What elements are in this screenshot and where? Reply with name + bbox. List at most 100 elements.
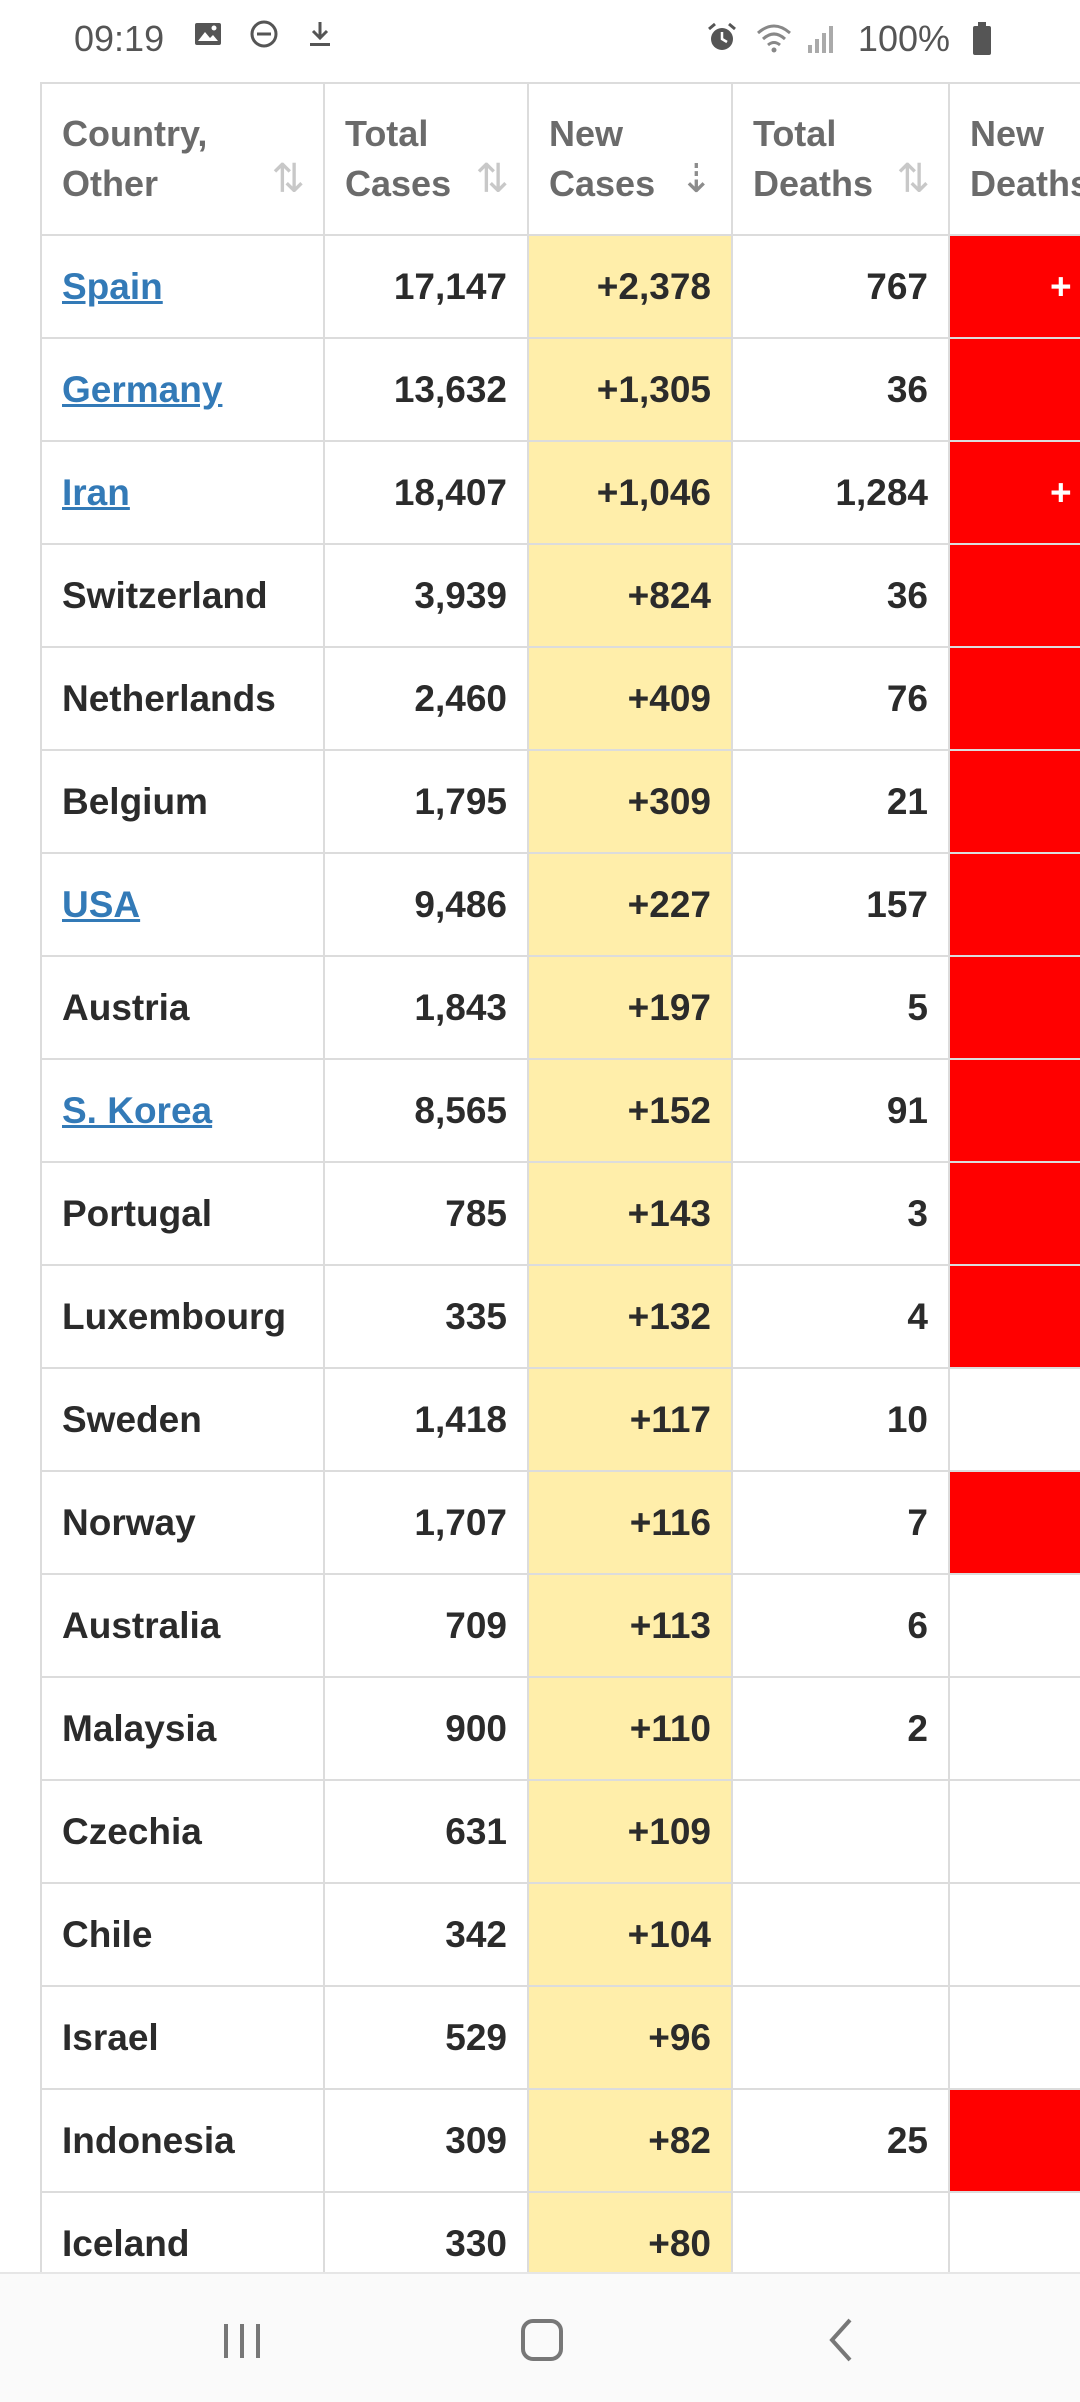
header-country[interactable]: Country, Other ⇅ [40,82,325,236]
total-deaths-cell: 25 [731,2088,950,2193]
sort-unsorted-icon[interactable]: ⇅ [271,157,305,201]
new-deaths-cell [948,2088,1080,2193]
signal-icon [804,21,840,57]
total-cases-cell: 335 [323,1264,529,1369]
new-deaths-cell [948,646,1080,751]
header-new-deaths[interactable]: New Deaths [948,82,1080,236]
download-icon [302,18,338,54]
country-cell: Austria [40,955,325,1060]
table-body: Spain 17,147 +2,378 767 + Germany 13,632 +1,305… [40,234,1080,2272]
new-cases-cell: +1,305 [527,337,733,442]
table-row: Norway 1,707 +116 7 [40,1470,1080,1575]
new-deaths-cell [948,1779,1080,1884]
total-cases-cell: 309 [323,2088,529,2193]
new-deaths-cell [948,543,1080,648]
country-cell: Malaysia [40,1676,325,1781]
new-cases-cell: +104 [527,1882,733,1987]
new-deaths-cell [948,749,1080,854]
sort-unsorted-icon[interactable]: ⇅ [475,157,509,201]
total-cases-cell: 529 [323,1985,529,2090]
covid-table-container[interactable]: Country, Other ⇅ Total Cases ⇅ New Cases… [40,82,1080,2272]
header-label-line1: Country, [62,113,208,154]
table-row: Switzerland 3,939 +824 36 [40,543,1080,648]
country-cell: Switzerland [40,543,325,648]
country-name: Chile [62,1913,153,1955]
header-label-line1: Total [753,113,837,154]
country-name: Iceland [62,2222,190,2264]
country-name: Belgium [62,780,208,822]
new-cases-cell: +152 [527,1058,733,1163]
total-cases-cell: 785 [323,1161,529,1266]
total-cases-cell: 18,407 [323,440,529,545]
back-button[interactable] [802,2304,882,2374]
country-name: Czechia [62,1810,202,1852]
new-cases-cell: +409 [527,646,733,751]
country-cell: Chile [40,1882,325,1987]
country-cell: USA [40,852,325,957]
total-deaths-cell: 6 [731,1573,950,1678]
total-cases-cell: 3,939 [323,543,529,648]
header-label-line2: Cases [345,163,452,204]
new-deaths-cell [948,1058,1080,1163]
new-cases-cell: +197 [527,955,733,1060]
country-cell: Indonesia [40,2088,325,2193]
country-cell: Czechia [40,1779,325,1884]
country-name: Netherlands [62,677,276,719]
total-cases-cell: 8,565 [323,1058,529,1163]
sort-unsorted-icon[interactable]: ⇅ [896,157,930,201]
total-cases-cell: 342 [323,1882,529,1987]
sort-descending-icon[interactable]: ⇣ [679,157,713,201]
country-name: Luxembourg [62,1295,287,1337]
image-icon [190,18,226,54]
header-new-cases[interactable]: New Cases ⇣ [527,82,733,236]
total-deaths-cell [731,1985,950,2090]
country-link[interactable]: Spain [62,265,163,307]
total-cases-cell: 1,843 [323,955,529,1060]
status-right-icons: 100% [704,18,1000,60]
new-deaths-cell [948,1985,1080,2090]
total-deaths-cell: 36 [731,337,950,442]
total-cases-cell: 709 [323,1573,529,1678]
total-deaths-cell: 3 [731,1161,950,1266]
total-deaths-cell: 76 [731,646,950,751]
total-deaths-cell: 4 [731,1264,950,1369]
table-row: Belgium 1,795 +309 21 [40,749,1080,854]
header-label-line2: Deaths [970,163,1080,204]
country-cell: Australia [40,1573,325,1678]
header-total-deaths[interactable]: Total Deaths ⇅ [731,82,950,236]
total-deaths-cell: 21 [731,749,950,854]
new-deaths-cell [948,2191,1080,2272]
country-cell: Portugal [40,1161,325,1266]
new-deaths-cell [948,337,1080,442]
total-deaths-cell: 10 [731,1367,950,1472]
table-row: Indonesia 309 +82 25 [40,2088,1080,2193]
home-button[interactable] [502,2304,582,2374]
country-cell: Belgium [40,749,325,854]
country-link[interactable]: Germany [62,368,223,410]
country-link[interactable]: USA [62,883,141,925]
battery-icon [964,21,1000,57]
table-row: Netherlands 2,460 +409 76 [40,646,1080,751]
new-cases-cell: +113 [527,1573,733,1678]
status-left-icons [190,18,338,54]
country-link[interactable]: Iran [62,471,130,513]
new-deaths-cell [948,1264,1080,1369]
country-link[interactable]: S. Korea [62,1089,213,1131]
total-deaths-cell: 1,284 [731,440,950,545]
total-deaths-cell [731,1882,950,1987]
new-deaths-cell [948,1367,1080,1472]
total-deaths-cell: 157 [731,852,950,957]
table-row: Iran 18,407 +1,046 1,284 + [40,440,1080,545]
new-deaths-cell [948,1161,1080,1266]
dnd-icon [246,18,282,54]
recent-apps-button[interactable] [202,2304,282,2374]
country-name: Sweden [62,1398,202,1440]
table-row: Germany 13,632 +1,305 36 [40,337,1080,442]
table-row: Iceland 330 +80 [40,2191,1080,2272]
total-cases-cell: 17,147 [323,234,529,339]
total-deaths-cell: 5 [731,955,950,1060]
total-deaths-cell: 91 [731,1058,950,1163]
new-deaths-cell [948,1882,1080,1987]
battery-percentage: 100% [857,18,950,59]
header-total-cases[interactable]: Total Cases ⇅ [323,82,529,236]
